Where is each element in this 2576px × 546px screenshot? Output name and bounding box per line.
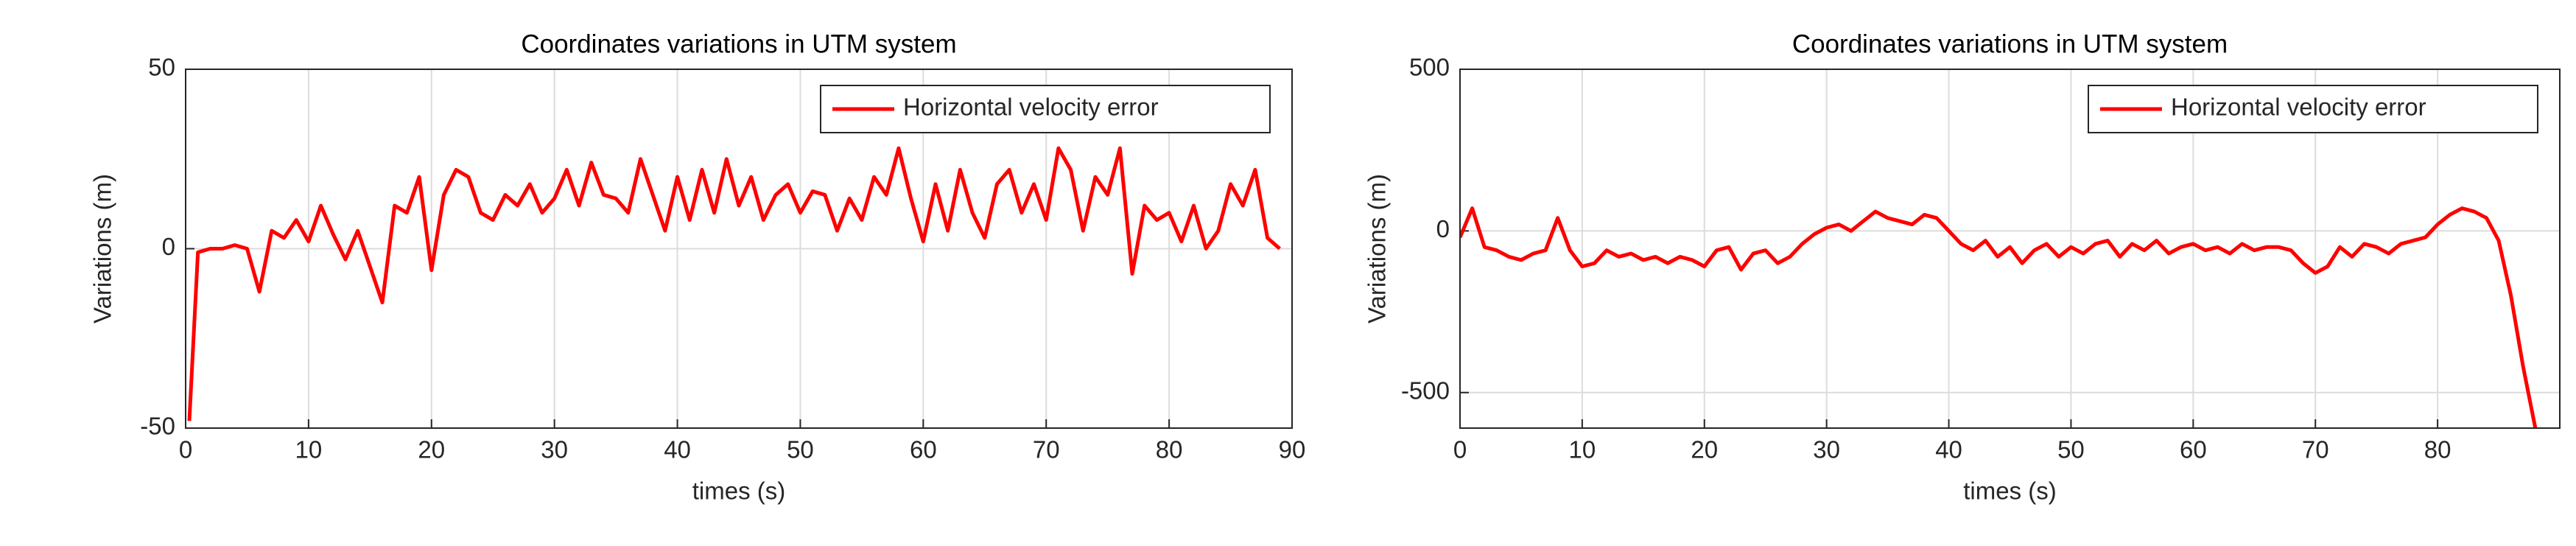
data-line [187,146,1281,421]
data-line [1460,206,2538,428]
legend: Horizontal velocity error [2088,85,2538,133]
x-tick-label: 40 [664,436,691,463]
y-tick-label: 0 [162,233,175,260]
x-tick-label: 30 [1813,436,1840,463]
y-tick-label: 50 [148,54,175,81]
x-tick-label: 20 [1691,436,1718,463]
chart-title: Coordinates variations in UTM system [521,29,956,58]
x-tick-label: 50 [2057,436,2085,463]
x-tick-label: 90 [1279,436,1306,463]
x-tick-label: 80 [2424,436,2452,463]
legend: Horizontal velocity error [820,85,1271,133]
legend-box [820,85,1271,133]
x-tick-label: 80 [1156,436,1183,463]
x-tick-label: 70 [1033,436,1060,463]
y-tick-label: 0 [1436,215,1450,242]
axes-box [185,69,1293,429]
x-tick-label: 40 [1935,436,1962,463]
x-tick-label: 10 [1569,436,1596,463]
x-axis-label: times (s) [1963,477,2057,505]
chart-title: Coordinates variations in UTM system [1792,29,2228,58]
x-tick-label: 0 [179,436,192,463]
x-tick-label: 10 [295,436,323,463]
y-axis-label: Variations (m) [89,174,116,323]
chart: 0 10 20 30 40 50 60 70 80 -500 0 500 Coordinates var… [1364,29,2561,505]
legend-label: Horizontal velocity error [2171,94,2426,121]
x-tick-label: 0 [1453,436,1467,463]
y-tick-label: 500 [1409,54,1450,81]
x-tick-label: 60 [910,436,937,463]
x-tick-label: 20 [418,436,445,463]
x-axis-label: times (s) [692,477,786,505]
y-axis-label: Variations (m) [1364,174,1391,323]
x-tick-label: 30 [541,436,568,463]
x-tick-label: 50 [787,436,814,463]
legend-box [2088,85,2538,133]
y-tick-label: -50 [140,413,175,440]
legend-label: Horizontal velocity error [903,94,1159,121]
x-tick-label: 60 [2180,436,2207,463]
x-tick-label: 70 [2302,436,2329,463]
axes-box [1459,69,2561,429]
y-tick-label: -500 [1401,377,1450,404]
